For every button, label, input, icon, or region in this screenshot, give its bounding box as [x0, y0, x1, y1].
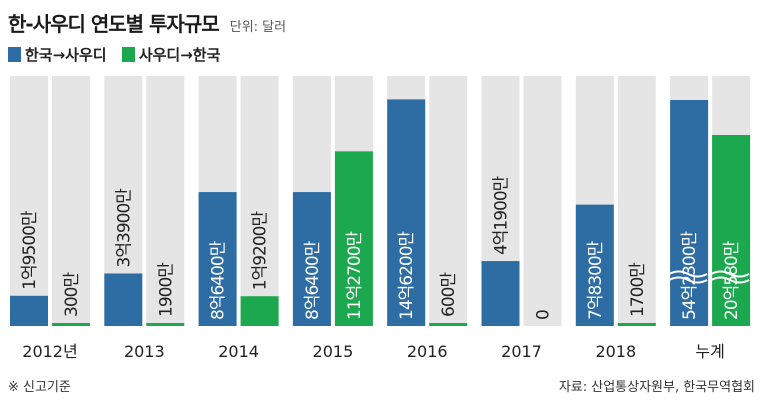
value-label-saudi-to-korea-5: 0 [534, 310, 554, 320]
category-label-2: 2014 [218, 342, 259, 361]
category-label-7: 누계 [695, 342, 724, 361]
axis-break-saudi-to-korea-0 [710, 270, 750, 278]
legend-item-saudi-to-korea: 사우디→한국 [121, 44, 221, 65]
legend-item-korea-to-saudi: 한국→사우디 [8, 44, 107, 65]
bar-saudi-to-korea-6 [617, 323, 656, 326]
legend-swatch-saudi-to-korea [121, 47, 135, 62]
value-label-korea-to-saudi-0: 1억9500만 [20, 210, 40, 290]
bar-korea-to-saudi-3 [292, 192, 331, 326]
value-label-korea-to-saudi-5: 4억1900만 [492, 175, 512, 255]
value-label-korea-to-saudi-4: 14억6200만 [397, 230, 417, 320]
axis-break-korea-to-saudi-1 [668, 276, 708, 284]
value-label-saudi-to-korea-4: 600만 [439, 272, 459, 317]
bar-saudi-to-korea-0 [52, 323, 90, 326]
bar-bg-korea-to-saudi-0 [10, 76, 48, 326]
value-label-saudi-to-korea-7: 20억580만 [722, 240, 742, 320]
axis-break-korea-to-saudi-0 [668, 270, 708, 278]
legend: 한국→사우디 사우디→한국 [8, 44, 230, 66]
bar-korea-to-saudi-7 [670, 100, 709, 326]
bar-korea-to-saudi-2 [198, 192, 237, 326]
bar-saudi-to-korea-3 [334, 151, 373, 326]
bar-saudi-to-korea-7 [712, 135, 751, 326]
bar-korea-to-saudi-5 [481, 261, 520, 326]
bar-bg-saudi-to-korea-0 [52, 76, 90, 326]
bar-korea-to-saudi-4 [387, 99, 426, 326]
legend-label-korea-to-saudi: 한국→사우디 [25, 46, 107, 64]
value-label-saudi-to-korea-6: 1700만 [628, 262, 648, 317]
footnote: ※ 신고기준 [8, 380, 71, 395]
value-label-saudi-to-korea-1: 1900만 [156, 262, 176, 317]
bar-korea-to-saudi-6 [575, 204, 614, 326]
value-label-saudi-to-korea-3: 11억2700만 [345, 230, 365, 320]
bar-korea-to-saudi-0 [10, 295, 48, 326]
bar-saudi-to-korea-1 [146, 323, 185, 326]
bar-saudi-to-korea-4 [429, 323, 468, 326]
category-label-4: 2016 [407, 342, 448, 361]
value-label-saudi-to-korea-0: 300만 [62, 272, 82, 317]
bar-bg-saudi-to-korea-4 [429, 76, 468, 326]
legend-label-saudi-to-korea: 사우디→한국 [138, 46, 221, 64]
title-row: 한-사우디 연도별 투자규모 단위: 달러 [8, 8, 286, 37]
category-label-0: 2012년 [22, 342, 77, 361]
unit-label: 단위: 달러 [229, 20, 287, 35]
bar-bg-saudi-to-korea-6 [617, 76, 656, 326]
value-label-korea-to-saudi-3: 8억6400만 [303, 240, 323, 320]
bar-bg-saudi-to-korea-1 [146, 76, 185, 326]
value-label-korea-to-saudi-1: 3억3900만 [114, 188, 134, 268]
category-label-3: 2015 [313, 342, 354, 361]
value-label-korea-to-saudi-6: 7억8300만 [586, 240, 606, 320]
bar-bg-saudi-to-korea-2 [240, 76, 279, 326]
value-label-korea-to-saudi-7: 54억2300만 [680, 230, 700, 320]
value-label-korea-to-saudi-2: 8억6400만 [209, 240, 229, 320]
legend-swatch-korea-to-saudi [8, 47, 21, 62]
category-label-1: 2013 [124, 342, 165, 361]
category-label-6: 2018 [595, 342, 636, 361]
bar-bg-saudi-to-korea-5 [523, 76, 562, 326]
bar-saudi-to-korea-2 [240, 296, 279, 326]
chart-title: 한-사우디 연도별 투자규모 [8, 12, 220, 36]
bar-korea-to-saudi-1 [104, 273, 143, 326]
source-note: 자료: 산업통상자원부, 한국무역협회 [558, 380, 755, 395]
value-label-saudi-to-korea-2: 1억9200만 [251, 211, 271, 291]
axis-break-saudi-to-korea-1 [710, 276, 750, 284]
category-label-5: 2017 [501, 342, 542, 361]
